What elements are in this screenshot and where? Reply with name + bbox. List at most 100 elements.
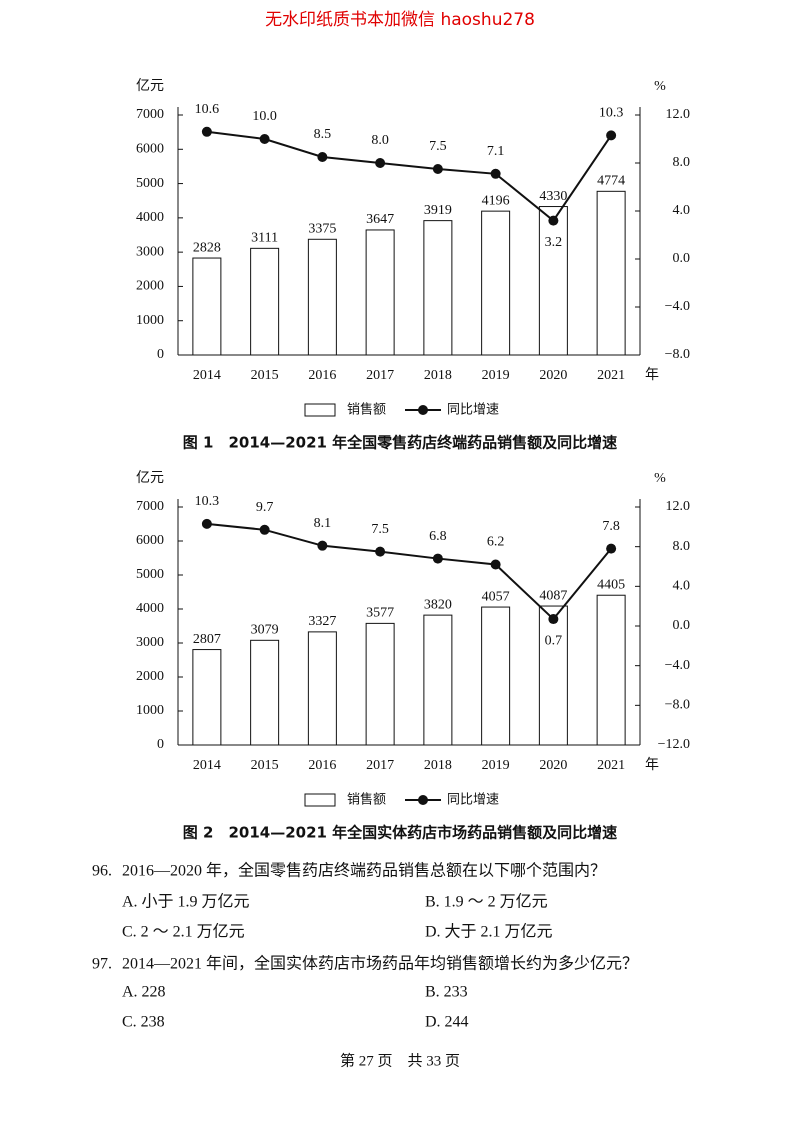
line-label: 8.5 [314,127,332,142]
y-tick-label: 0 [157,737,164,752]
y-tick-label: 5000 [136,176,164,191]
y2-tick-label: 4.0 [673,203,691,218]
legend-label: 同比增速 [447,793,499,808]
bar-label: 3327 [308,614,336,629]
bar-label: 3079 [251,623,279,638]
bar-label: 3111 [251,231,278,246]
line-label: 0.7 [545,633,563,648]
y2-tick-label: 4.0 [673,579,691,594]
y2-tick-label: −4.0 [665,658,690,673]
bar-label: 4405 [597,577,625,592]
bar [596,594,626,746]
line-point [606,543,617,554]
bar-label: 3919 [424,203,452,218]
bar-label: 4196 [482,193,510,208]
y-axis-unit: 亿元 [136,78,164,94]
x-tick-label: 2019 [482,758,510,773]
y-tick-label: 7000 [136,107,164,122]
bar [192,649,222,746]
line-point [490,168,501,179]
bar [365,229,395,356]
y-axis-unit: 亿元 [136,470,164,486]
question-text: 2016—2020 年，全国零售药店终端药品销售总额在以下哪个范围内？ [122,862,606,880]
x-tick-label: 2014 [193,758,221,773]
x-tick-label: 2016 [308,758,336,773]
y-tick-label: 4000 [136,601,164,616]
bar [365,622,395,746]
line-label: 7.5 [371,522,389,537]
bar [481,606,511,746]
question-number: 96. [92,863,112,880]
y-tick-label: 4000 [136,210,164,225]
y2-tick-label: −4.0 [665,299,690,314]
line-label: 9.7 [256,500,274,515]
line-label: 6.2 [487,535,505,550]
option: C. 238 [122,1014,165,1031]
bar [307,631,337,746]
x-tick-label: 2014 [193,368,221,383]
line-point [317,152,328,162]
line-point [548,215,559,226]
x-tick-label: 2020 [539,758,567,773]
legend-swatch [304,403,336,417]
y-tick-label: 0 [157,347,164,362]
line-label: 7.5 [429,139,447,154]
y2-axis-unit: % [654,79,666,94]
option: D. 244 [425,1014,469,1031]
line [206,130,612,223]
bar [250,639,280,746]
bar-label: 4330 [539,189,567,204]
y-tick-label: 5000 [136,567,164,582]
y-tick-label: 2000 [136,669,164,684]
line-point [259,134,270,144]
header: 无水印纸质书本加微信 haoshu278 [265,10,535,30]
option: D. 大于 2.1 万亿元 [425,923,553,941]
y2-tick-label: 12.0 [666,107,691,122]
line-point [317,540,328,551]
legend-swatch [418,405,428,415]
line-point [375,546,386,557]
line-point [259,524,270,535]
bar [192,257,222,356]
line-label: 3.2 [545,235,563,250]
x-tick-label: 2021 [597,368,625,383]
bar-label: 3577 [366,606,394,621]
x-tick-label: 2017 [366,368,394,383]
legend-swatch [418,795,428,805]
line-point [432,164,443,174]
page-footer: 第 27 页 共 33 页 [340,1051,460,1069]
x-tick-label: 2017 [366,758,394,773]
bar-label: 3647 [366,212,394,227]
chart-caption: 图 2 2014—2021 年全国实体药店市场药品销售额及同比增速 [183,824,617,842]
line-point [201,518,212,529]
y2-tick-label: 8.0 [673,155,691,170]
bar-label: 3820 [424,597,452,612]
line-point [201,126,212,137]
x-axis-unit: 年 [645,757,659,773]
x-tick-label: 2018 [424,368,452,383]
y2-tick-label: 0.0 [673,618,691,633]
option: C. 2 ～ 2.1 万亿元 [122,923,245,941]
bar [596,190,626,356]
y-tick-label: 2000 [136,279,164,294]
y2-axis-unit: % [654,471,666,486]
bar [250,247,280,356]
legend-swatch [304,793,336,807]
line-point [375,158,386,168]
x-axis-unit: 年 [645,367,659,383]
x-tick-label: 2021 [597,758,625,773]
bar [538,605,568,746]
x-tick-label: 2018 [424,758,452,773]
legend-label: 同比增速 [447,403,499,418]
option: B. 1.9 ～ 2 万亿元 [425,893,548,911]
option: A. 228 [122,984,166,1001]
x-tick-label: 2015 [251,758,279,773]
question-number: 97. [92,956,112,973]
y-tick-label: 1000 [136,313,164,328]
x-tick-label: 2015 [251,368,279,383]
line [206,522,612,621]
option: B. 233 [425,984,468,1001]
y-tick-label: 1000 [136,703,164,718]
